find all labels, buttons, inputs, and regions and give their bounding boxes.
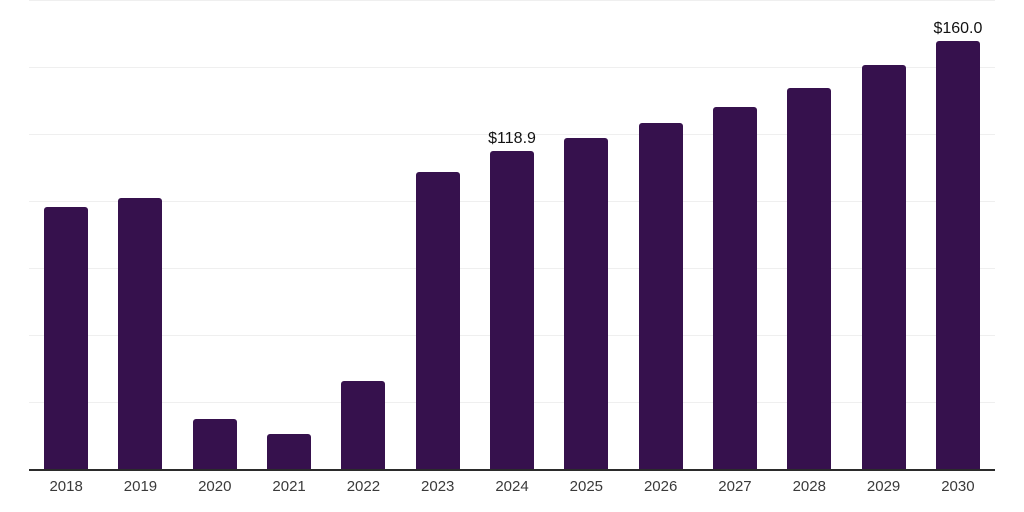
gridline-150 xyxy=(29,67,995,68)
bar-2023 xyxy=(415,171,460,470)
plot-area: $118.9 $160.0 xyxy=(29,0,995,471)
data-label-2024: $118.9 xyxy=(488,130,536,148)
bar-2019 xyxy=(118,197,163,470)
x-tick-2026: 2026 xyxy=(643,478,678,495)
x-tick-2022: 2022 xyxy=(346,478,381,495)
bar-slot-2019 xyxy=(103,1,177,470)
x-tick-2023: 2023 xyxy=(421,478,455,495)
x-axis-labels: 2018 2019 2020 2021 2022 2023 2024 2025 2026 2027… xyxy=(29,478,995,496)
bars-container: $118.9 $160.0 xyxy=(29,1,995,470)
bar-2020 xyxy=(192,419,237,470)
bar-slot-2028 xyxy=(772,1,846,470)
x-axis-line xyxy=(29,469,995,471)
bar-slot-2018 xyxy=(29,1,103,470)
bar-slot-2027 xyxy=(698,1,772,470)
x-tick-2019: 2019 xyxy=(123,478,158,495)
bar-slot-2020 xyxy=(178,1,252,470)
bar-2027 xyxy=(712,106,757,470)
bar-2022 xyxy=(341,381,386,470)
bar-slot-2023 xyxy=(401,1,475,470)
bar-slot-2025 xyxy=(549,1,623,470)
bar-2028 xyxy=(787,87,832,470)
gridline-125 xyxy=(29,134,995,135)
x-tick-2030: 2030 xyxy=(941,478,975,495)
bar-slot-2021 xyxy=(252,1,326,470)
bar-slot-2030: $160.0 xyxy=(921,1,995,470)
bar-slot-2024: $118.9 xyxy=(475,1,549,470)
x-tick-2028: 2028 xyxy=(792,478,826,495)
gridline-175 xyxy=(29,0,995,1)
x-tick-2024: 2024 xyxy=(495,478,529,495)
x-tick-2027: 2027 xyxy=(718,478,752,495)
x-tick-2025: 2025 xyxy=(569,478,604,495)
x-tick-2020: 2020 xyxy=(198,478,232,495)
bar-slot-2026 xyxy=(624,1,698,470)
bar-2029 xyxy=(861,65,906,470)
bar-slot-2022 xyxy=(326,1,400,470)
bar-2030 xyxy=(935,41,980,470)
bar-slot-2029 xyxy=(846,1,920,470)
x-tick-2021: 2021 xyxy=(272,478,306,495)
bar-2025 xyxy=(564,138,609,470)
bar-2021 xyxy=(267,434,312,470)
x-tick-2018: 2018 xyxy=(49,478,83,495)
x-tick-2029: 2029 xyxy=(866,478,901,495)
bar-2018 xyxy=(44,207,89,470)
bar-2024 xyxy=(490,151,535,470)
bar-2026 xyxy=(638,123,683,470)
data-label-2030: $160.0 xyxy=(933,20,983,38)
